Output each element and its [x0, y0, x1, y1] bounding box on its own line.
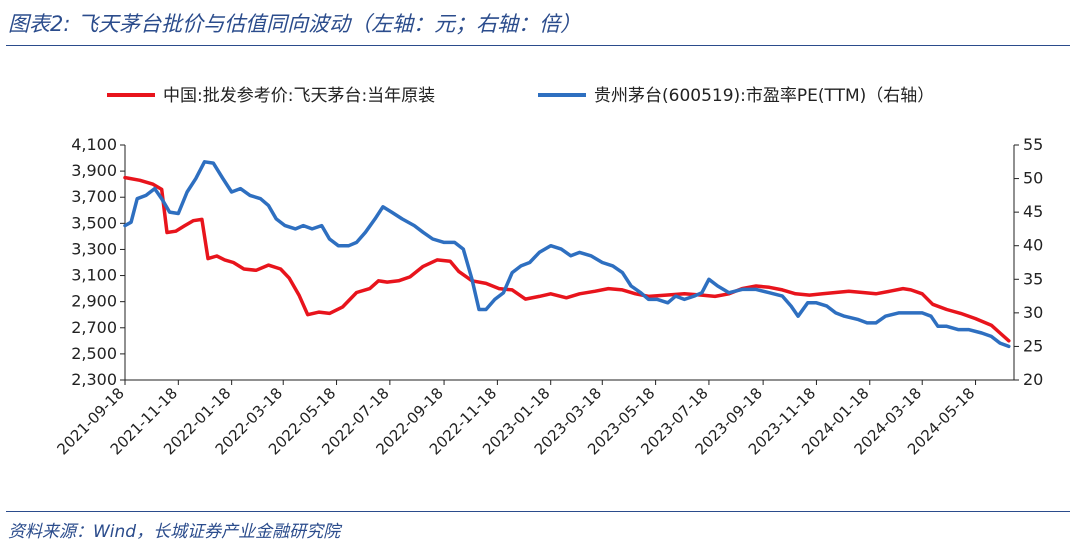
legend-item-wholesale-price: 中国:批发参考价:飞天茅台:当年原装: [163, 86, 435, 106]
title-divider: [6, 45, 1070, 46]
series-lines: [123, 160, 1011, 349]
y-left-tick-label: 2,700: [71, 318, 117, 337]
source-divider: [6, 511, 1070, 512]
y-right-tick-label: 50: [1023, 169, 1043, 188]
y-right-tick-label: 20: [1023, 370, 1043, 389]
legend-item-pe-ttm: 贵州茅台(600519):市盈率PE(TTM)（右轴）: [594, 86, 934, 106]
series-line-pe-ttm: [123, 160, 1011, 349]
y-left-tick-label: 2,300: [71, 370, 117, 389]
y-left-tick-label: 3,900: [71, 161, 117, 180]
y-right-tick-label: 35: [1023, 269, 1043, 288]
figure-title: 图表2: 飞天茅台批价与估值同向波动（左轴：元；右轴：倍）: [8, 12, 582, 36]
y-right-tick-label: 40: [1023, 236, 1043, 255]
y-left-tick-label: 2,500: [71, 344, 117, 363]
source-note: 资料来源：Wind，长城证券产业金融研究院: [8, 522, 341, 542]
y-left-tick-label: 3,700: [71, 187, 117, 206]
y-left-tick-label: 2,900: [71, 292, 117, 311]
legend: 中国:批发参考价:飞天茅台:当年原装 贵州茅台(600519):市盈率PE(TTM…: [107, 86, 934, 106]
y-right-tick-label: 45: [1023, 202, 1043, 221]
y-left-tick-label: 3,100: [71, 266, 117, 285]
y-right-tick-label: 25: [1023, 336, 1043, 355]
y-right-tick-label: 55: [1023, 135, 1043, 154]
y-left-tick-label: 3,500: [71, 213, 117, 232]
axes: 2,300 2,500 2,700 2,900 3,100 3,300 3,500 3,700…: [53, 135, 1043, 458]
y-left-tick-label: 3,300: [71, 239, 117, 258]
y-left-tick-label: 4,100: [71, 135, 117, 154]
series-line-wholesale-price: [123, 175, 1011, 343]
y-right-tick-label: 30: [1023, 303, 1043, 322]
